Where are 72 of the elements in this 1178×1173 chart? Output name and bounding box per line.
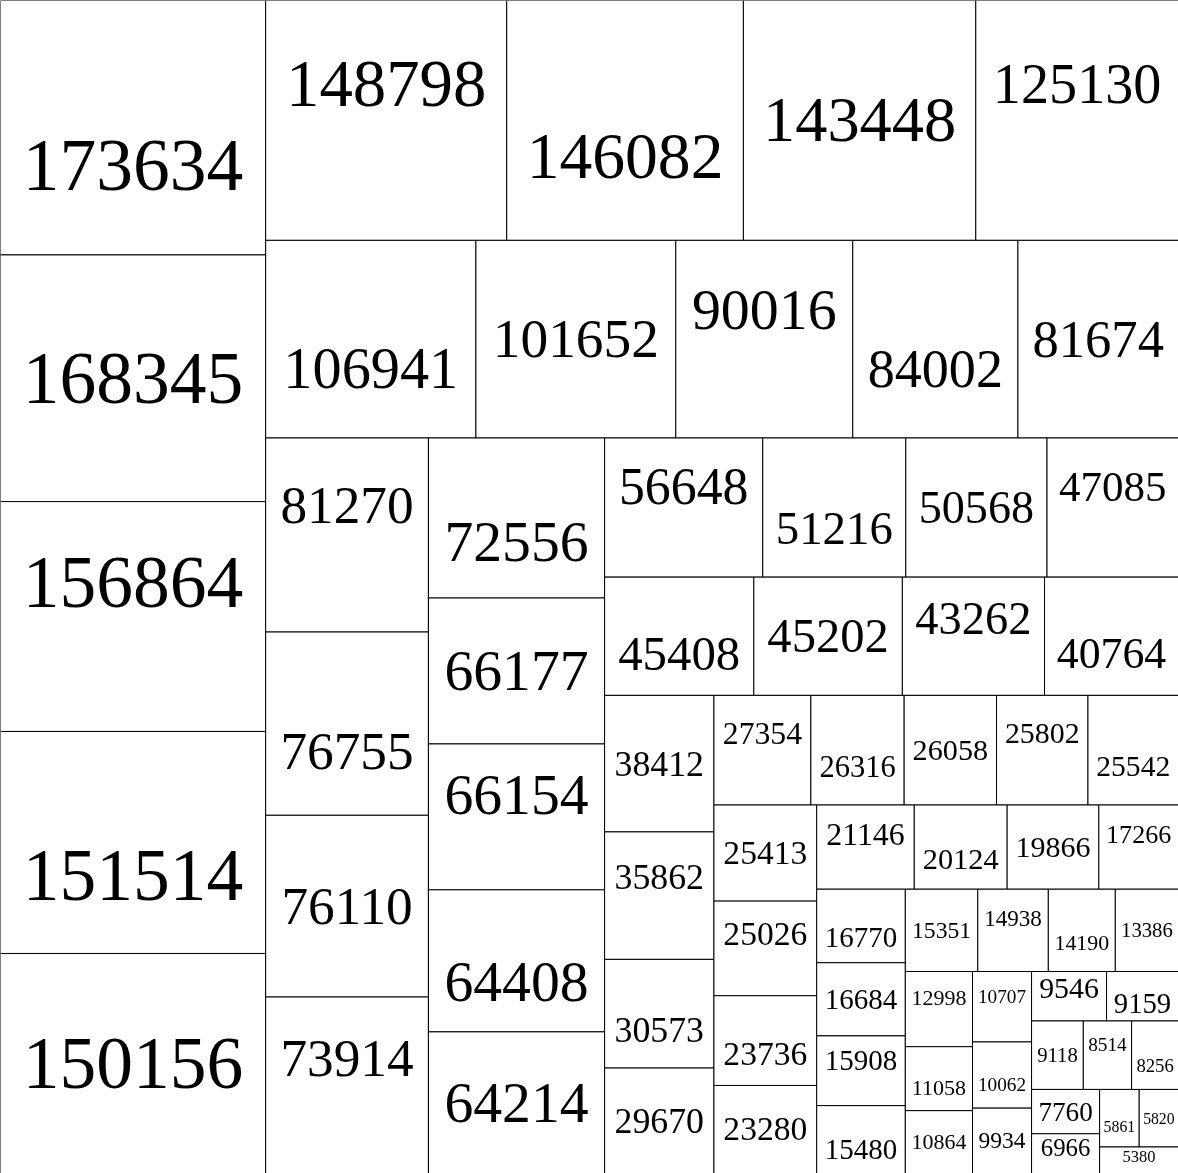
data-label: 81270 <box>280 476 414 536</box>
data-label: 10864 <box>911 1129 967 1155</box>
data-label: 43262 <box>915 593 1032 645</box>
data-label: 9934 <box>978 1127 1026 1154</box>
data-label: 26058 <box>912 732 989 767</box>
data-label: 73914 <box>280 1029 414 1089</box>
data-label: 81674 <box>1032 309 1164 368</box>
data-label: 56648 <box>618 458 749 516</box>
data-label: 23280 <box>723 1110 808 1148</box>
data-label: 151514 <box>22 835 244 917</box>
data-label: 27354 <box>722 716 803 752</box>
data-label: 16770 <box>824 920 898 953</box>
data-label: 25802 <box>1004 716 1080 750</box>
data-label: 168345 <box>22 337 244 419</box>
data-label: 72556 <box>444 510 589 573</box>
data-label: 26316 <box>819 750 896 785</box>
data-label: 76755 <box>280 721 414 781</box>
data-label: 10707 <box>977 985 1027 1007</box>
data-label: 25026 <box>723 915 808 953</box>
data-label: 143448 <box>763 84 957 156</box>
data-label: 5380 <box>1122 1146 1156 1166</box>
data-label: 5861 <box>1103 1118 1136 1136</box>
data-label: 10062 <box>977 1074 1027 1096</box>
data-label: 47085 <box>1059 462 1167 510</box>
data-label: 38412 <box>614 743 705 784</box>
data-label: 66154 <box>444 763 589 827</box>
data-label: 84002 <box>867 338 1003 399</box>
data-label: 125130 <box>992 53 1162 116</box>
data-label: 16684 <box>824 982 898 1015</box>
data-label: 173634 <box>22 125 244 207</box>
data-label: 23736 <box>723 1035 808 1073</box>
data-label: 64408 <box>444 950 589 1014</box>
data-label: 29670 <box>614 1100 705 1141</box>
data-label: 6966 <box>1040 1134 1091 1162</box>
data-label: 8256 <box>1136 1054 1174 1076</box>
data-label: 7760 <box>1038 1096 1093 1127</box>
data-label: 66177 <box>444 638 589 702</box>
data-label: 15480 <box>824 1133 898 1166</box>
data-label: 101652 <box>492 308 659 370</box>
data-label: 35862 <box>614 856 705 897</box>
data-label: 20124 <box>922 842 999 877</box>
data-label: 25413 <box>723 834 808 872</box>
data-label: 9159 <box>1113 987 1172 1020</box>
data-label: 14190 <box>1054 929 1110 955</box>
data-label: 25542 <box>1096 750 1171 783</box>
data-label: 76110 <box>281 876 413 936</box>
data-label: 8514 <box>1088 1034 1128 1056</box>
data-label: 9546 <box>1039 971 1099 1005</box>
data-label: 11058 <box>911 1075 967 1101</box>
data-label: 17266 <box>1106 819 1172 849</box>
data-label: 90016 <box>691 276 837 342</box>
data-label: 150156 <box>22 1022 244 1104</box>
data-label: 14938 <box>984 904 1042 931</box>
data-label: 51216 <box>775 501 893 554</box>
data-label: 50568 <box>918 482 1035 534</box>
data-label: 146082 <box>526 119 724 192</box>
data-label: 40764 <box>1056 629 1167 678</box>
data-label: 9118 <box>1037 1044 1078 1067</box>
data-label: 5820 <box>1143 1109 1175 1127</box>
data-label: 15908 <box>824 1043 898 1076</box>
data-label: 12998 <box>911 984 967 1010</box>
data-label: 148798 <box>286 46 487 121</box>
data-label: 64214 <box>444 1070 589 1134</box>
data-label: 21146 <box>826 816 905 852</box>
data-label: 106941 <box>283 336 459 402</box>
data-label: 15351 <box>911 916 972 943</box>
data-label: 156864 <box>22 541 244 623</box>
data-label: 45202 <box>767 609 889 664</box>
data-label: 19866 <box>1015 829 1091 863</box>
data-label: 45408 <box>618 626 741 681</box>
data-label: 30573 <box>614 1010 705 1051</box>
data-label: 13386 <box>1121 919 1173 942</box>
